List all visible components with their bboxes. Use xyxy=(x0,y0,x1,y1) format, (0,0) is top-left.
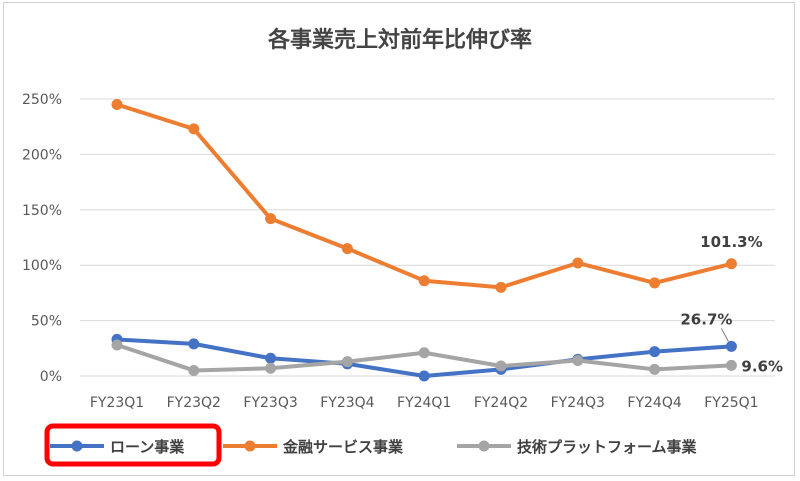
legend-label: ローン事業 xyxy=(110,438,185,456)
y-axis-ticks: 0% 50% 100% 150% 200% 250% xyxy=(22,92,62,385)
legend-label: 金融サービス事業 xyxy=(282,438,404,456)
data-point xyxy=(495,281,507,293)
data-point xyxy=(495,360,507,372)
data-point xyxy=(188,123,200,135)
x-tick-label: FY24Q4 xyxy=(627,395,681,411)
chart-title: 各事業売上対前年比伸び率 xyxy=(267,28,532,53)
x-axis-ticks: FY23Q1 FY23Q2 FY23Q3 FY23Q4 FY24Q1 FY24Q2 FY24… xyxy=(90,395,759,411)
y-tick-label: 50% xyxy=(31,314,62,330)
x-tick-label: FY24Q1 xyxy=(397,395,451,411)
chart-frame xyxy=(3,2,795,476)
gridlines xyxy=(80,98,775,377)
data-point xyxy=(265,352,277,364)
y-tick-label: 0% xyxy=(40,369,62,385)
data-point xyxy=(725,340,737,352)
legend: ローン事業 金融サービス事業 技術プラットフォーム事業 xyxy=(44,423,698,467)
x-tick-label: FY24Q3 xyxy=(551,395,605,411)
data-point xyxy=(265,213,277,225)
legend-marker xyxy=(244,440,256,452)
legend-marker xyxy=(71,440,83,452)
data-point xyxy=(111,99,123,111)
data-point xyxy=(649,277,661,289)
data-point xyxy=(341,356,353,368)
data-label: 101.3% xyxy=(700,233,762,251)
data-point xyxy=(265,362,277,374)
legend-label: 技術プラットフォーム事業 xyxy=(517,438,698,456)
x-tick-label: FY23Q2 xyxy=(167,395,221,411)
data-point xyxy=(418,347,430,359)
highlight-box xyxy=(44,423,222,467)
data-point xyxy=(341,243,353,255)
y-tick-label: 100% xyxy=(22,258,62,274)
data-point xyxy=(725,359,737,371)
data-point xyxy=(418,370,430,382)
series-line xyxy=(115,102,734,290)
data-point xyxy=(188,338,200,350)
legend-marker xyxy=(478,440,490,452)
x-tick-label: FY23Q1 xyxy=(90,395,144,411)
y-tick-label: 250% xyxy=(22,92,62,108)
data-point xyxy=(572,257,584,269)
x-tick-label: FY24Q2 xyxy=(474,395,528,411)
x-tick-label: FY25Q1 xyxy=(704,395,758,411)
series-lines xyxy=(111,99,737,382)
leader-line xyxy=(720,328,729,342)
y-tick-label: 200% xyxy=(22,147,62,163)
data-label: 26.7% xyxy=(680,310,732,328)
x-tick-label: FY23Q4 xyxy=(320,395,374,411)
data-point xyxy=(649,346,661,358)
data-label: 9.6% xyxy=(741,357,783,375)
data-point xyxy=(188,364,200,376)
data-point xyxy=(111,339,123,351)
data-point xyxy=(649,363,661,375)
x-tick-label: FY23Q3 xyxy=(243,395,297,411)
data-labels: 101.3% 26.7% 9.6% xyxy=(680,233,783,376)
y-tick-label: 150% xyxy=(22,203,62,219)
data-point xyxy=(725,258,737,270)
data-point xyxy=(572,354,584,366)
data-point xyxy=(418,275,430,287)
